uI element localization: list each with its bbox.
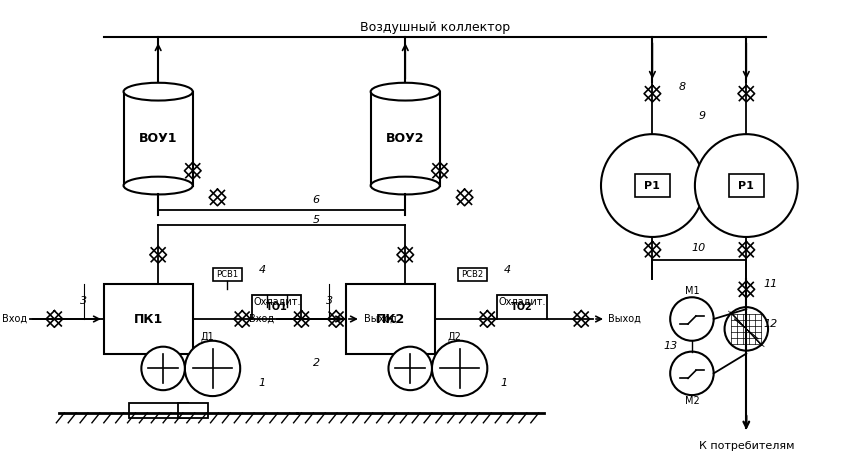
Circle shape (670, 297, 714, 341)
Text: 4: 4 (504, 265, 511, 275)
Text: ТО1: ТО1 (266, 302, 287, 312)
Bar (371, 92, 440, 185)
Bar (346, 284, 435, 354)
Circle shape (432, 341, 487, 396)
Circle shape (601, 134, 704, 237)
Text: Вход: Вход (2, 314, 27, 324)
Text: 9: 9 (698, 111, 705, 121)
Text: Выход: Выход (364, 314, 397, 324)
Text: Д2: Д2 (448, 332, 462, 342)
Text: 8: 8 (679, 82, 686, 92)
Bar (213, 268, 242, 282)
Text: ПК2: ПК2 (376, 312, 405, 325)
Text: Охладит.: Охладит. (253, 296, 300, 306)
Text: ПК1: ПК1 (134, 312, 163, 325)
Circle shape (389, 347, 432, 390)
Text: 2: 2 (313, 359, 320, 368)
Text: 3: 3 (81, 296, 88, 306)
Text: 4: 4 (258, 265, 265, 275)
Text: М1: М1 (685, 286, 699, 297)
Text: РСВ1: РСВ1 (216, 270, 239, 279)
Text: Р1: Р1 (739, 181, 754, 191)
Text: 10: 10 (692, 243, 706, 253)
Text: Р1: Р1 (644, 181, 661, 191)
Circle shape (695, 134, 798, 237)
Text: Охладит.: Охладит. (498, 296, 546, 306)
Circle shape (142, 347, 184, 390)
Text: 1: 1 (258, 378, 265, 388)
Text: Воздушный коллектор: Воздушный коллектор (360, 21, 510, 34)
Text: К потребителям: К потребителям (698, 440, 794, 451)
Text: 11: 11 (764, 279, 778, 290)
Bar (252, 295, 301, 319)
Bar (129, 403, 188, 418)
Text: Выход: Выход (608, 314, 641, 324)
Text: 12: 12 (764, 319, 778, 329)
Bar (728, 174, 764, 198)
Bar (124, 92, 193, 185)
Ellipse shape (124, 83, 193, 100)
Text: ТО2: ТО2 (511, 302, 533, 312)
Text: РСВ2: РСВ2 (462, 270, 484, 279)
Text: Д1: Д1 (201, 332, 214, 342)
Circle shape (724, 307, 768, 351)
Text: М2: М2 (685, 396, 699, 406)
Circle shape (184, 341, 240, 396)
Text: 3: 3 (325, 296, 333, 306)
Ellipse shape (371, 83, 440, 100)
Text: 6: 6 (313, 195, 320, 205)
Text: 5: 5 (313, 215, 320, 225)
Text: Вход: Вход (249, 314, 274, 324)
Text: ВОУ2: ВОУ2 (386, 132, 425, 145)
Text: ВОУ1: ВОУ1 (139, 132, 178, 145)
Bar (178, 403, 208, 418)
Text: 13: 13 (663, 341, 677, 351)
Ellipse shape (371, 177, 440, 194)
Ellipse shape (124, 177, 193, 194)
Bar (497, 295, 547, 319)
Bar (104, 284, 193, 354)
Bar (457, 268, 487, 282)
Text: 1: 1 (500, 378, 508, 388)
Bar (635, 174, 670, 198)
Circle shape (670, 352, 714, 395)
